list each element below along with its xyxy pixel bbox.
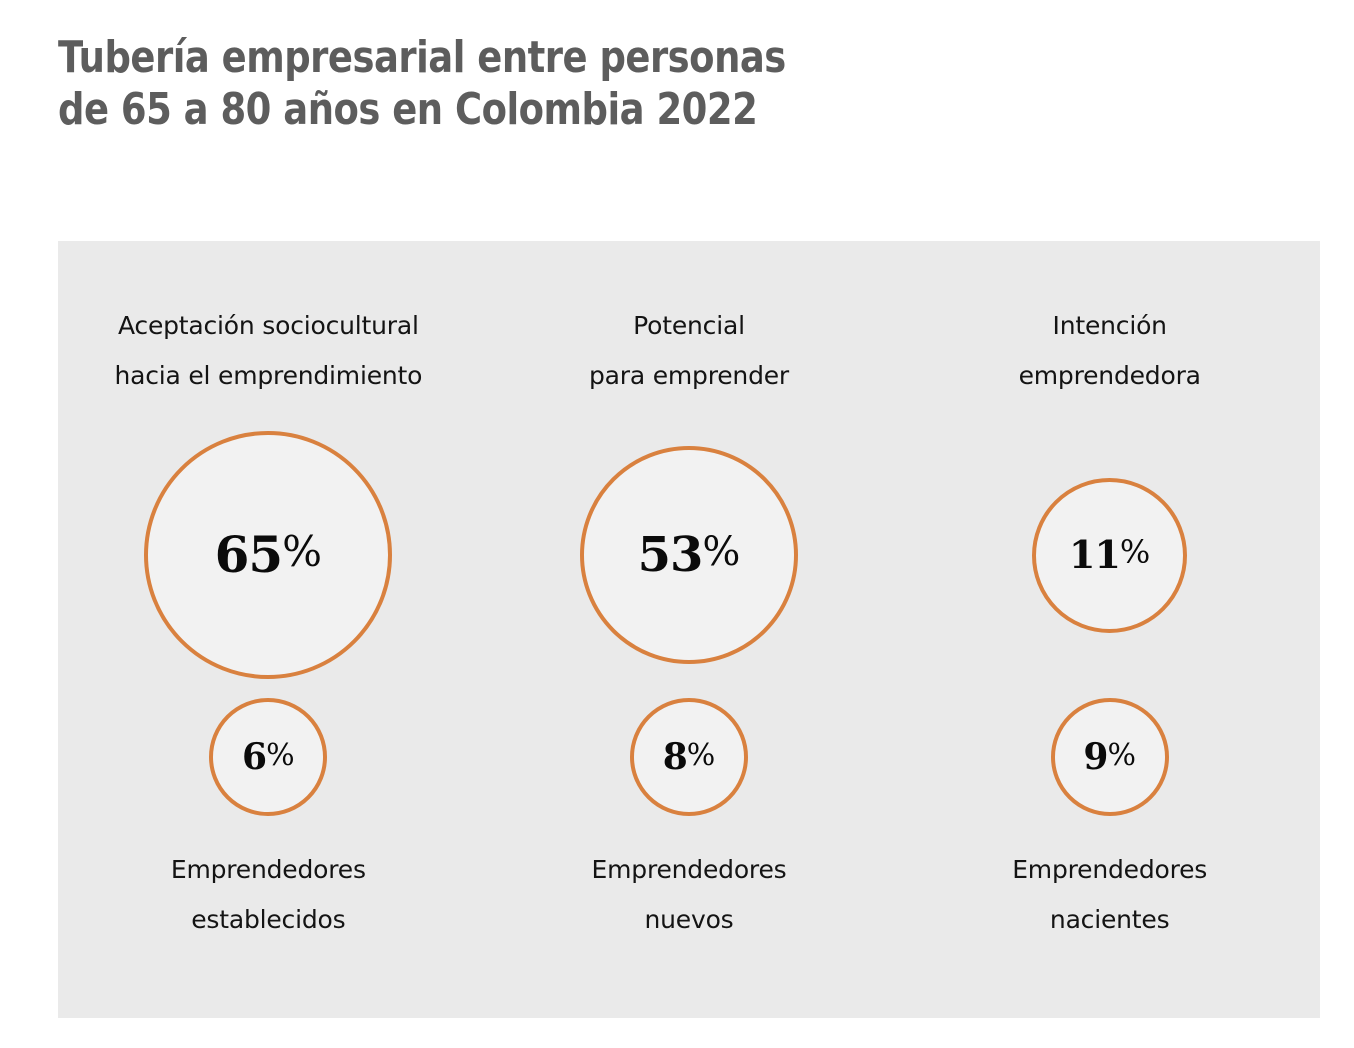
column-header-1-line-2: hacia el emprendimiento [114, 361, 423, 390]
bottom-circle-zone-2: 8% [479, 697, 900, 817]
column-intencion-emprendedora: Intención emprendedora 11% 9% Emprendedo… [899, 241, 1320, 1018]
bottom-value-3-number: 9 [1083, 736, 1108, 778]
page-title: Tubería empresarial entre personas de 65… [58, 32, 1058, 136]
top-value-1: 65% [215, 530, 323, 580]
column-footer-1-line-1: Emprendedores [170, 855, 366, 884]
column-footer-1-line-2: establecidos [191, 905, 346, 934]
bottom-value-2-number: 8 [662, 736, 688, 778]
bottom-value-1-number: 6 [242, 736, 267, 778]
column-header-3-line-1: Intención [1052, 311, 1167, 340]
page-title-line-2: de 65 a 80 años en Colombia 2022 [58, 84, 758, 135]
column-aceptacion-sociocultural: Aceptación sociocultural hacia el empren… [58, 241, 479, 1018]
bottom-circle-3: 9% [1050, 698, 1169, 816]
column-header-3-line-2: emprendedora [1018, 361, 1201, 390]
top-value-1-number: 65 [214, 525, 284, 584]
chart-panel: Aceptación sociocultural hacia el empren… [58, 241, 1320, 1018]
top-value-2-number: 53 [637, 527, 704, 583]
column-potencial-para-emprender: Potencial para emprender 53% 8% Emprende… [479, 241, 900, 1018]
column-header-3: Intención emprendedora [1019, 301, 1201, 401]
column-footer-2-line-2: nuevos [644, 905, 734, 934]
column-footer-1: Emprendedores establecidos [58, 845, 479, 945]
bottom-value-1-percent: % [266, 738, 295, 773]
top-value-2: 53% [638, 531, 741, 579]
bottom-circle-1: 6% [209, 698, 328, 816]
bottom-value-2-percent: % [686, 738, 716, 773]
top-circle-zone-1: 65% [58, 430, 479, 680]
column-footer-2: Emprendedores nuevos [479, 845, 900, 945]
top-circle-3: 11% [1032, 477, 1188, 633]
top-value-3-percent: % [1119, 533, 1151, 571]
column-footer-3-line-1: Emprendedores [1012, 855, 1208, 884]
bottom-value-3-percent: % [1107, 738, 1136, 773]
bottom-circle-zone-3: 9% [899, 697, 1320, 817]
top-value-3-number: 11 [1069, 532, 1121, 577]
column-footer-2-line-1: Emprendedores [591, 855, 787, 884]
bottom-circle-zone-1: 6% [58, 697, 479, 817]
bottom-value-3: 9% [1083, 739, 1136, 775]
column-header-1: Aceptación sociocultural hacia el empren… [114, 301, 422, 401]
column-header-1-line-1: Aceptación sociocultural [117, 311, 419, 340]
top-value-2-percent: % [702, 529, 741, 575]
top-circle-2: 53% [580, 446, 798, 664]
top-value-3: 11% [1069, 536, 1150, 574]
bottom-circle-2: 8% [630, 698, 748, 816]
column-container: Aceptación sociocultural hacia el empren… [58, 241, 1320, 1018]
top-circle-1: 65% [144, 431, 393, 679]
column-header-2: Potencial para emprender [589, 301, 789, 401]
column-footer-3-line-2: nacientes [1049, 905, 1170, 934]
top-circle-zone-3: 11% [899, 430, 1320, 680]
top-value-1-percent: % [282, 527, 323, 576]
top-circle-zone-2: 53% [479, 430, 900, 680]
bottom-value-1: 6% [242, 739, 295, 775]
page-title-line-1: Tubería empresarial entre personas [58, 32, 786, 83]
column-footer-3: Emprendedores nacientes [899, 845, 1320, 945]
bottom-value-2: 8% [663, 739, 716, 775]
column-header-2-line-1: Potencial [633, 311, 745, 340]
column-header-2-line-2: para emprender [588, 361, 790, 390]
